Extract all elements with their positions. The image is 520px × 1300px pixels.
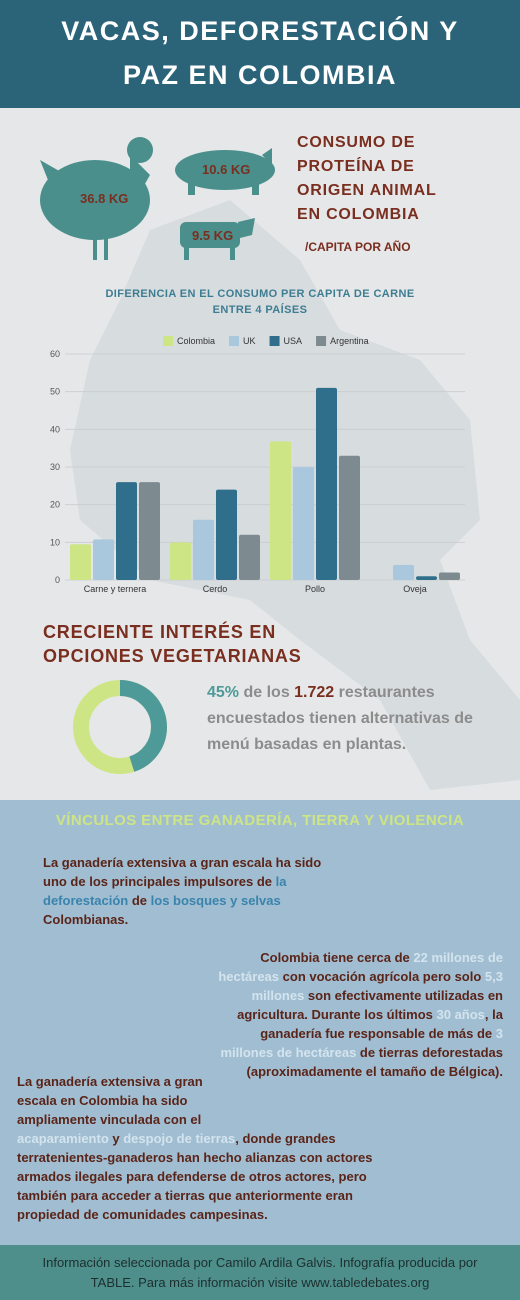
bar: [116, 482, 137, 580]
x-tick-label: Oveja: [403, 584, 427, 594]
kg-label: 10.6 KG: [202, 162, 251, 177]
bar: [293, 467, 314, 580]
text: y: [108, 1131, 124, 1146]
text: La ganadería extensiva a gran escala en …: [17, 1074, 203, 1127]
bar: [416, 576, 437, 580]
section-background: [0, 800, 520, 1245]
y-tick-label: 40: [50, 424, 60, 434]
section-title: VÍNCULOS ENTRE GANADERÍA, TIERRA Y VIOLE…: [55, 812, 465, 829]
protein-title: ORIGEN ANIMAL: [297, 182, 437, 199]
legend-swatch: [316, 336, 327, 346]
x-tick-label: Cerdo: [203, 584, 228, 594]
bar: [93, 539, 114, 580]
y-tick-label: 60: [50, 349, 60, 359]
bar: [339, 455, 360, 580]
highlight: 22 millones de hectáreas: [218, 950, 503, 984]
bar: [270, 441, 291, 580]
bar: [439, 572, 460, 580]
kg-label: 9.5 KG: [192, 228, 234, 243]
percent-label: 45%: [207, 684, 240, 701]
donut-segment: [73, 680, 167, 774]
title: VACAS, DEFORESTACIÓN Y: [61, 16, 459, 46]
text: Colombianas.: [43, 912, 129, 927]
paragraph: Colombia tiene cerca de 22 millones de h…: [210, 948, 503, 1081]
footer-text: Información seleccionada por Camilo Ardi…: [42, 1255, 478, 1290]
section-title: OPCIONES VEGETARIANAS: [43, 646, 302, 666]
text: de los: [239, 684, 295, 701]
highlight: 5,3 millones: [251, 969, 503, 1003]
number: 1.722: [294, 684, 335, 701]
protein-subtitle: /CAPITA POR AÑO: [305, 240, 411, 254]
legend-swatch: [229, 336, 240, 346]
y-tick-label: 0: [55, 575, 60, 585]
chart-title: DIFERENCIA EN EL CONSUMO PER CAPITA DE C…: [105, 288, 415, 316]
text: son efectivamente utilizadas en agricult…: [237, 988, 503, 1022]
highlight: 30 años: [436, 1007, 485, 1022]
protein-title: EN COLOMBIA: [297, 206, 420, 223]
text: con vocación agrícola pero solo: [279, 969, 485, 984]
paragraph: La ganadería extensiva a gran escala en …: [17, 1072, 409, 1224]
highlight: acaparamiento: [17, 1131, 109, 1146]
kg-label: 36.8 KG: [80, 191, 129, 206]
bar: [393, 564, 414, 580]
text: Colombia tiene cerca de: [260, 950, 414, 965]
legend-swatch: [163, 336, 173, 346]
pig-icon: [175, 148, 275, 195]
y-tick-label: 50: [50, 387, 60, 397]
bar: [316, 387, 337, 580]
section-title: CRECIENTE INTERÉS EN: [43, 622, 277, 642]
text: de: [128, 893, 151, 908]
chicken-icon: [40, 137, 153, 260]
legend-label: Colombia: [177, 336, 215, 346]
bar: [239, 534, 260, 580]
title: PAZ EN COLOMBIA: [123, 60, 397, 90]
x-tick-label: Carne y ternera: [84, 584, 147, 594]
paragraph: La ganadería extensiva a gran escala ha …: [43, 853, 328, 929]
bar: [170, 542, 191, 580]
footer: [0, 1245, 520, 1300]
text: , la ganadería fue responsable de más de: [260, 1007, 503, 1041]
legend-label: UK: [243, 336, 256, 346]
vegetarian-text: 45% de los 1.722 restaurantes encuestado…: [207, 680, 507, 758]
legend-label: USA: [284, 336, 303, 346]
header: [0, 0, 520, 108]
highlight: 3 millones de hectáreas: [220, 1026, 503, 1060]
bar: [139, 482, 160, 580]
y-tick-label: 20: [50, 500, 60, 510]
highlight: la deforestación: [43, 874, 287, 908]
donut-chart: [73, 680, 167, 774]
bar: [70, 544, 91, 580]
text: de tierras deforestadas (aproximadamente…: [246, 1045, 503, 1079]
bar-chart: 0 10 20 30 40 50 60 Carne y ternera Cerdo Pollo Ov…: [50, 336, 465, 594]
highlight: los bosques y selvas: [150, 893, 281, 908]
protein-title: PROTEÍNA DE: [297, 158, 415, 175]
bar: [216, 489, 237, 580]
bar: [193, 519, 214, 580]
text: , donde grandes terratenientes-ganaderos…: [17, 1131, 373, 1222]
highlight: despojo de tierras: [123, 1131, 236, 1146]
y-tick-label: 10: [50, 537, 60, 547]
text: restaurantes encuestados tienen alternat…: [207, 684, 473, 753]
legend-swatch: [269, 336, 280, 346]
y-tick-label: 30: [50, 462, 60, 472]
protein-title: CONSUMO DE: [297, 134, 416, 151]
x-tick-label: Pollo: [305, 584, 325, 594]
logo-text: TABLE: [456, 66, 492, 78]
text: La ganadería extensiva a gran escala ha …: [43, 855, 322, 889]
legend-label: Argentina: [330, 336, 369, 346]
cow-icon: [180, 218, 255, 260]
